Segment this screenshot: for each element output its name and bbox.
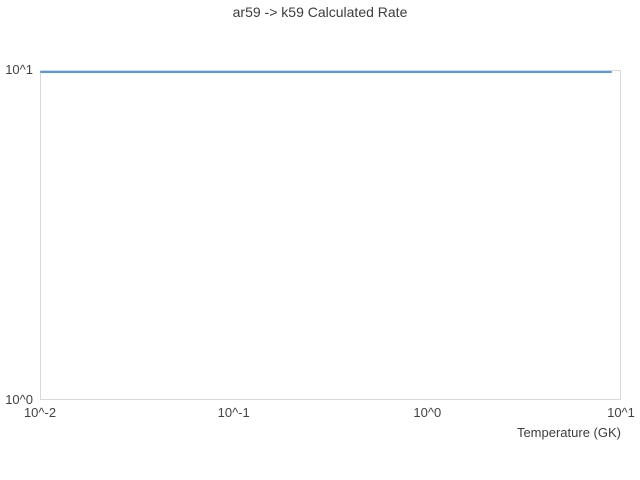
x-axis-tick-label: 10^1 — [607, 405, 635, 420]
x-axis-tick-label: 10^-2 — [23, 405, 57, 420]
x-axis-tick-label: 10^-1 — [217, 405, 250, 420]
x-axis-title: Temperature (GK) — [516, 425, 621, 440]
plot-area — [40, 70, 621, 400]
x-axis-tick-label: 10^0 — [413, 405, 442, 420]
y-axis-tick-label: 10^0 — [5, 392, 33, 407]
chart-title: ar59 -> k59 Calculated Rate — [232, 4, 408, 20]
calculated-rate-line-series — [40, 70, 613, 73]
y-axis-tick-label: 10^1 — [5, 62, 33, 77]
